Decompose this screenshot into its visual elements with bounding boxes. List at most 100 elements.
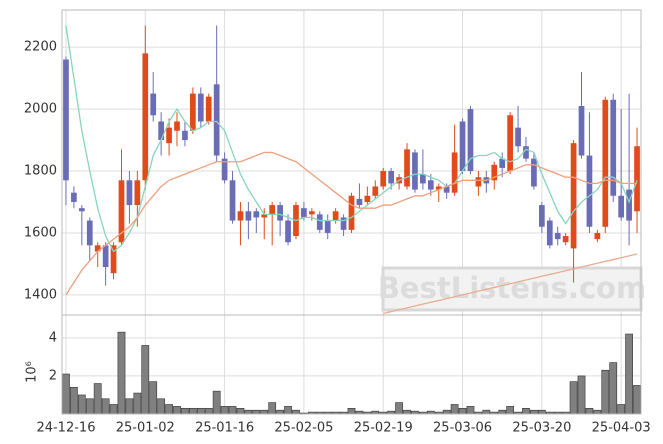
volume-bar	[625, 333, 633, 415]
y-tick-label: 2000	[24, 102, 57, 117]
x-tick-label: 25-04-03	[592, 421, 651, 436]
volume-bar	[260, 409, 269, 415]
candle-body	[499, 158, 506, 168]
volume-bar	[530, 409, 538, 415]
candle-body	[554, 232, 561, 240]
candle-body	[348, 195, 355, 230]
moving-average-line	[65, 151, 638, 296]
candle-body	[546, 220, 553, 246]
candle-body	[277, 205, 283, 221]
moving-average-line	[65, 25, 638, 253]
candle-body	[94, 245, 101, 252]
candle-body	[182, 130, 188, 141]
candle-body	[634, 146, 640, 212]
volume-bar	[252, 409, 261, 415]
y-tick-label: 1600	[24, 225, 57, 240]
volume-bar	[450, 404, 459, 415]
volume-bar	[498, 409, 507, 415]
candle-body	[586, 155, 593, 227]
candle-body	[610, 99, 617, 196]
volume-bar	[537, 409, 546, 415]
volume-bar	[244, 409, 253, 415]
volume-bar	[577, 375, 586, 415]
volume-bar	[85, 398, 94, 415]
volume-bar	[466, 406, 475, 415]
candle-body	[166, 127, 172, 144]
volume-bar	[442, 409, 451, 415]
candle-body	[539, 205, 545, 227]
candle-body	[531, 158, 537, 187]
candle-body	[86, 220, 93, 246]
volume-bar	[77, 394, 86, 415]
candle-body	[364, 195, 371, 202]
volume-bar	[601, 369, 610, 415]
volume-bar	[292, 409, 300, 415]
candle-body	[475, 177, 482, 187]
volume-bar	[593, 409, 602, 415]
candle-body	[427, 180, 434, 190]
candle-body	[602, 99, 609, 227]
candle-body	[420, 174, 426, 184]
candle-body	[261, 214, 268, 218]
candle-body	[316, 214, 323, 230]
candle-body	[253, 211, 260, 218]
volume-axis-label: 10⁶	[25, 361, 40, 383]
volume-bar	[70, 387, 78, 415]
volume-bar	[268, 402, 277, 415]
y-tick-label: 1400	[24, 287, 57, 302]
candle-body	[174, 121, 180, 131]
volume-bar	[609, 362, 618, 415]
candle-body	[562, 236, 569, 243]
volume-bar	[284, 406, 292, 415]
volume-bar	[228, 406, 237, 415]
volume-bar	[347, 407, 356, 415]
candle-body	[118, 180, 125, 243]
x-tick-label: 25-01-02	[116, 421, 175, 436]
candle-body	[205, 96, 212, 122]
candle-body	[285, 220, 291, 243]
candle-body	[245, 211, 252, 221]
volume-bar	[189, 407, 197, 415]
volume-bar	[109, 404, 118, 415]
volume-bar	[149, 381, 158, 415]
candle-body	[451, 152, 458, 193]
volume-tick-label: 2	[49, 368, 57, 383]
volume-bar	[276, 409, 284, 415]
x-tick-label: 25-03-20	[512, 421, 571, 436]
volume-bar	[62, 373, 70, 415]
candle-body	[221, 158, 228, 181]
y-tick-label: 1800	[24, 164, 57, 179]
volume-bar	[101, 398, 110, 415]
volume-bar	[617, 404, 626, 415]
candle-body	[467, 109, 474, 172]
volume-bar	[458, 407, 467, 415]
candle-body	[372, 186, 379, 196]
x-tick-label: 24-12-16	[36, 421, 95, 436]
volume-bar	[204, 407, 213, 415]
candle-body	[332, 211, 339, 221]
candle-body	[308, 211, 315, 215]
candle-body	[213, 84, 220, 156]
candle-body	[459, 121, 466, 172]
candle-body	[388, 171, 395, 184]
volume-bar	[403, 409, 411, 415]
candle-body	[126, 180, 133, 206]
y-tick-label: 2200	[24, 40, 57, 55]
candle-body	[523, 146, 529, 159]
candle-body	[380, 171, 387, 187]
candle-body	[269, 205, 276, 215]
volume-bar	[395, 402, 403, 415]
watermark-group: BestListens.com	[378, 266, 646, 312]
candle-body	[324, 220, 331, 233]
candle-body	[340, 217, 347, 230]
candle-body	[71, 192, 77, 202]
candle-body	[443, 186, 450, 193]
moving-average-line	[383, 253, 638, 315]
candle-body	[578, 105, 585, 156]
volume-bar	[522, 407, 530, 415]
candle-body	[356, 198, 363, 206]
volume-bar	[212, 390, 221, 415]
x-tick-label: 25-02-19	[354, 421, 413, 436]
